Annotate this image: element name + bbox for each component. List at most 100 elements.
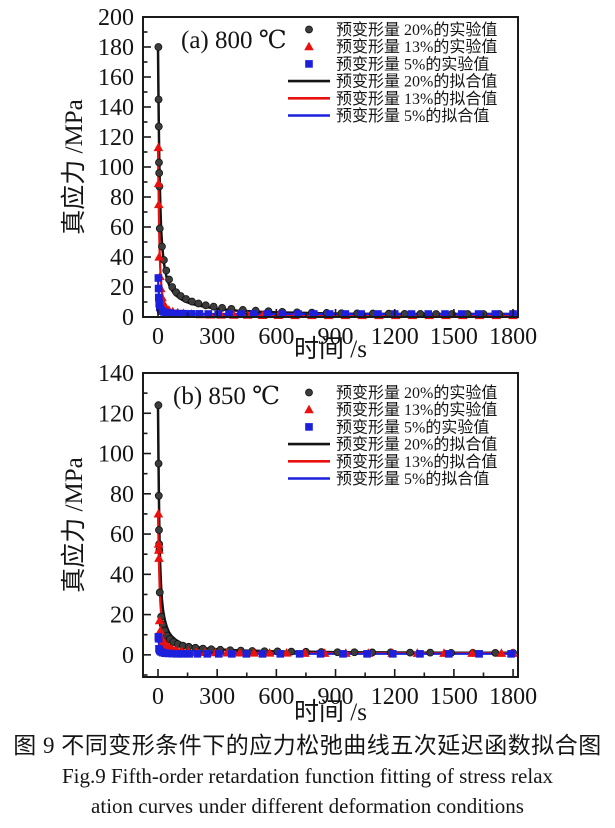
x-tick-label: 900 — [318, 684, 354, 710]
y-tick-label: 20 — [110, 603, 134, 629]
square-marker — [278, 310, 287, 318]
legend-label: 预变形量 13%的拟合值 — [336, 453, 497, 471]
square-marker — [388, 650, 397, 658]
square-marker — [295, 650, 304, 658]
triangle-marker — [153, 178, 164, 188]
triangle-marker — [154, 252, 164, 261]
square-marker — [424, 310, 433, 318]
circle-marker — [491, 648, 500, 657]
y-tick-label: 80 — [110, 482, 134, 508]
triangle-marker — [235, 647, 245, 657]
circle-marker — [158, 242, 166, 251]
square-marker — [155, 299, 163, 308]
square-marker — [242, 650, 251, 658]
circle-marker — [350, 648, 359, 657]
square-marker — [168, 649, 176, 658]
legend-label: 预变形量 5%的拟合值 — [336, 107, 489, 125]
square-marker — [249, 310, 258, 318]
panel-label: (a) 800 ℃ — [181, 27, 287, 54]
square-marker — [339, 650, 347, 658]
square-marker — [178, 650, 187, 658]
x-tick-label: 1500 — [430, 324, 478, 350]
legend-label: 预变形量 13%的拟合值 — [336, 90, 497, 108]
fit-line-fit-13 — [156, 146, 515, 317]
figure-caption: 图 9 不同变形条件下的应力松弛曲线五次延迟函数拟合图 Fig.9 Fifth-… — [0, 731, 615, 821]
square-marker — [225, 310, 233, 318]
caption-en-line1: Fig.9 Fifth-order retardation function f… — [61, 764, 554, 788]
square-marker — [195, 310, 204, 318]
square-marker — [263, 310, 272, 318]
triangle-marker — [153, 539, 164, 548]
x-tick-label: 1200 — [371, 324, 419, 350]
legend-square-marker — [305, 423, 313, 431]
y-tick-label: 100 — [98, 155, 134, 181]
circle-marker — [154, 43, 163, 51]
circle-marker — [154, 491, 163, 500]
square-marker — [164, 649, 173, 658]
circle-marker — [406, 648, 414, 657]
markers-exp-13 — [153, 508, 518, 657]
circle-marker — [165, 275, 173, 284]
square-marker — [204, 310, 213, 318]
triangle-marker — [264, 648, 275, 657]
legend-label: 预变形量 20%的拟合值 — [336, 73, 497, 91]
square-marker — [316, 650, 325, 658]
y-tick-label: 140 — [98, 95, 134, 121]
square-marker — [180, 309, 189, 318]
square-marker — [185, 650, 193, 658]
x-tick-label: 1500 — [430, 684, 478, 710]
x-tick-label: 600 — [258, 324, 294, 350]
square-marker — [227, 650, 236, 658]
circle-marker — [188, 297, 196, 306]
fit-line-fit-13 — [156, 512, 515, 655]
circle-marker — [218, 303, 227, 312]
panel-label: (b) 850 ℃ — [173, 383, 280, 410]
triangle-marker — [154, 553, 164, 562]
x-axis-label: 时间 /s — [294, 698, 367, 726]
triangle-marker — [281, 648, 292, 657]
square-marker — [203, 650, 212, 658]
plot-border — [142, 372, 519, 678]
square-marker — [416, 650, 424, 658]
square-marker — [154, 634, 163, 643]
square-marker — [294, 310, 302, 318]
legend-label: 预变形量 20%的拟合值 — [336, 436, 497, 454]
legend-label: 预变形量 20%的实验值 — [336, 21, 497, 39]
axis-ticks — [143, 372, 514, 677]
y-tick-label: 100 — [98, 442, 134, 468]
circle-marker — [155, 526, 163, 534]
square-marker — [475, 650, 483, 658]
y-tick-label: 140 — [98, 365, 134, 387]
square-marker — [491, 310, 500, 318]
triangle-marker — [154, 615, 165, 625]
y-tick-label: 200 — [98, 5, 134, 31]
legend-label: 预变形量 5%的拟合值 — [336, 470, 489, 488]
circle-marker — [154, 95, 163, 104]
square-marker — [341, 310, 350, 318]
markers-exp-5 — [154, 274, 517, 318]
legend-label: 预变形量 5%的实验值 — [336, 55, 489, 73]
square-marker — [154, 293, 163, 302]
chart-a-800c: 0 300 600 900 1200 1500 1800 0 20 40 60 80 100 120 140… — [60, 5, 537, 363]
square-marker — [174, 309, 183, 318]
legend-label: 预变形量 13%的实验值 — [336, 401, 497, 419]
circle-marker — [162, 266, 171, 275]
x-tick-label: 600 — [258, 684, 294, 710]
square-marker — [169, 309, 178, 318]
y-axis-label: 真应力 /MPa — [60, 457, 88, 592]
circle-marker — [209, 302, 218, 311]
square-marker — [237, 310, 245, 318]
y-tick-label: 60 — [110, 522, 134, 548]
square-marker — [214, 310, 222, 318]
circle-marker — [194, 299, 203, 308]
square-marker — [444, 650, 453, 658]
x-tick-label: 1800 — [489, 684, 537, 710]
x-tick-label: 0 — [152, 324, 164, 350]
square-marker — [276, 650, 285, 658]
triangle-marker — [496, 648, 507, 657]
caption-en-line2: ation curves under different deformation… — [91, 794, 524, 818]
legend-square-marker — [305, 60, 313, 68]
square-marker — [407, 310, 416, 318]
